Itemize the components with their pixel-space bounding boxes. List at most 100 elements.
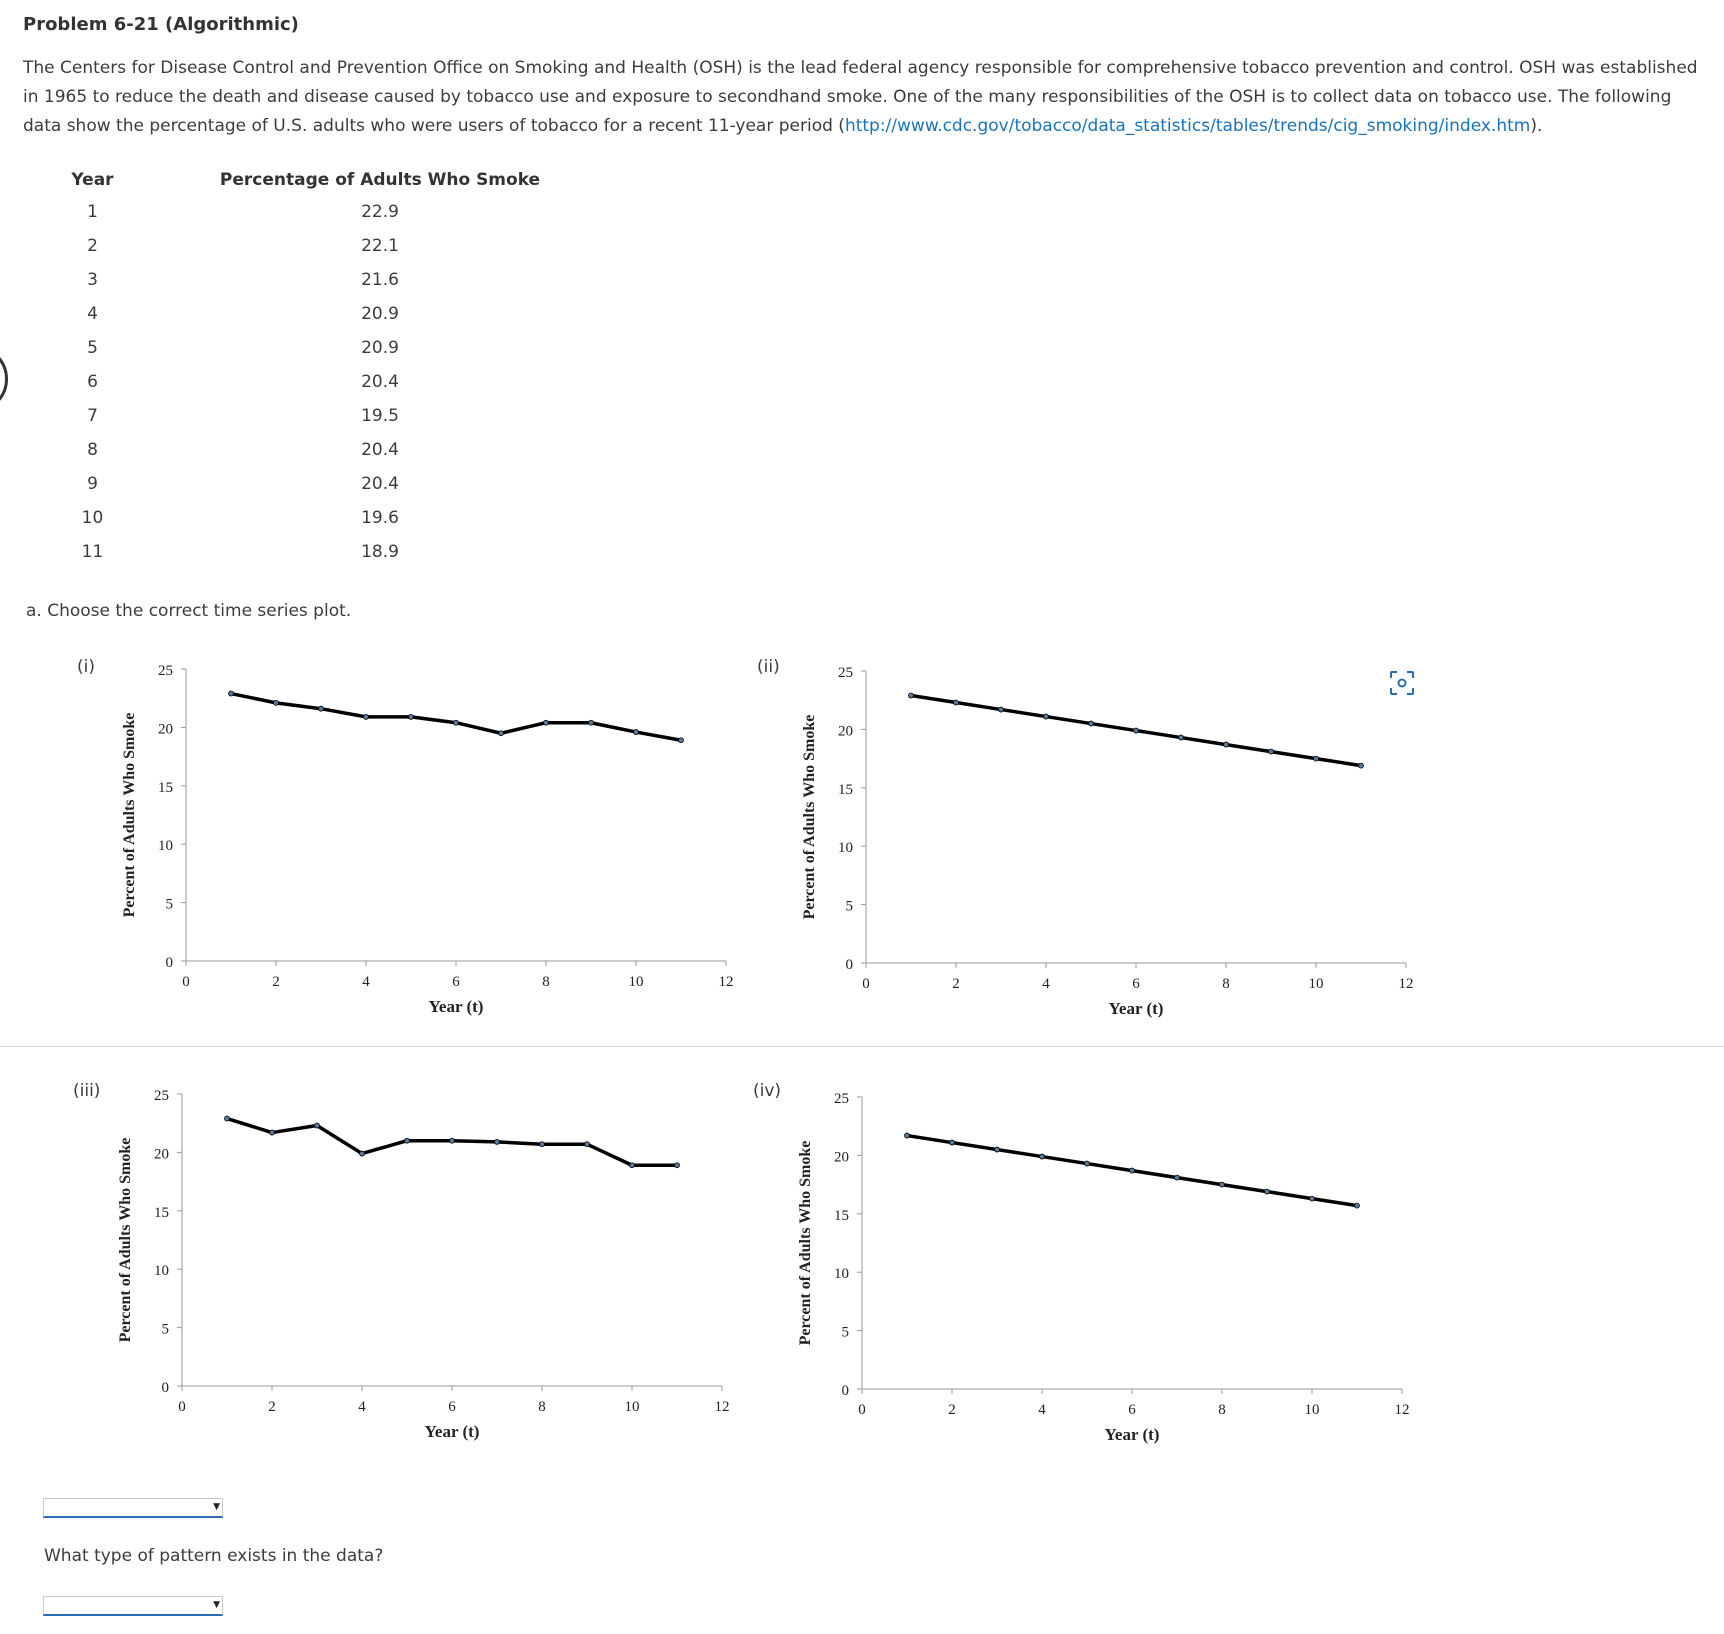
data-point [953, 699, 959, 706]
data-point [404, 1137, 410, 1144]
y-tick-label: 10 [834, 1266, 849, 1282]
table-row: 10 19.6 [55, 501, 560, 535]
plot-choice-select[interactable]: ▼ [43, 1498, 223, 1518]
x-tick-label: 8 [542, 974, 550, 990]
x-axis-label: Year (t) [429, 997, 484, 1016]
data-point [584, 1141, 590, 1148]
data-point [1268, 748, 1274, 755]
data-point [228, 690, 234, 697]
table-row: 4 20.9 [55, 297, 560, 331]
y-tick-label: 15 [838, 782, 853, 798]
focus-capture-icon[interactable] [1389, 670, 1415, 696]
table-row: 6 20.4 [55, 365, 560, 399]
y-tick-label: 20 [158, 721, 173, 737]
question-b: What type of pattern exists in the data? [44, 1546, 384, 1566]
data-point [224, 1115, 230, 1122]
intro-text: The Centers for Disease Control and Prev… [23, 58, 1698, 136]
y-tick-label: 0 [166, 955, 174, 971]
x-tick-label: 0 [858, 1402, 866, 1418]
y-tick-label: 15 [834, 1208, 849, 1224]
x-tick-label: 6 [452, 974, 460, 990]
x-tick-label: 2 [948, 1402, 956, 1418]
x-tick-label: 8 [1218, 1402, 1226, 1418]
x-tick-label: 8 [1222, 976, 1230, 992]
y-tick-label: 5 [846, 899, 854, 915]
x-tick-label: 0 [178, 1399, 186, 1415]
x-tick-label: 0 [182, 974, 190, 990]
data-point [318, 705, 324, 712]
data-point [363, 713, 369, 720]
percentage-cell: 20.9 [361, 338, 399, 358]
table-row: 11 18.9 [55, 535, 560, 569]
data-point [269, 1129, 275, 1136]
percentage-cell: 21.6 [361, 270, 399, 290]
data-point [1039, 1153, 1045, 1160]
data-point [678, 737, 684, 744]
time-series-plot-iii[interactable]: 0 5 10 15 20 25 0 2 4 6 8 10 12 Year (t) Percent of Ad… [116, 1080, 736, 1450]
percentage-cell: 20.4 [361, 440, 399, 460]
x-tick-label: 2 [268, 1399, 276, 1415]
x-tick-label: 6 [1128, 1402, 1136, 1418]
left-edge-circle [0, 345, 8, 413]
plot-label-ii: (ii) [757, 657, 780, 677]
y-tick-label: 10 [838, 840, 853, 856]
percentage-cell: 19.5 [361, 406, 399, 426]
x-tick-label: 8 [538, 1399, 546, 1415]
year-cell: 6 [87, 372, 98, 392]
data-point [273, 699, 279, 706]
y-tick-label: 20 [834, 1149, 849, 1165]
time-series-plot-iv[interactable]: 0 5 10 15 20 25 0 2 4 6 8 10 12 Year (t) Percent of Ad… [796, 1083, 1416, 1453]
caret-down-icon: ▼ [213, 1502, 220, 1512]
y-tick-label: 15 [154, 1205, 169, 1221]
data-point [449, 1137, 455, 1144]
table-header-percentage: Percentage of Adults Who Smoke [219, 170, 541, 190]
y-tick-label: 15 [158, 780, 173, 796]
caret-down-icon: ▼ [213, 1600, 220, 1610]
series-line [230, 691, 682, 742]
y-tick-label: 25 [154, 1088, 169, 1104]
table-row: 8 20.4 [55, 433, 560, 467]
x-tick-label: 10 [1309, 976, 1324, 992]
data-point [1264, 1188, 1270, 1195]
data-point [994, 1146, 1000, 1153]
x-tick-label: 10 [1305, 1402, 1320, 1418]
data-point [1313, 755, 1319, 762]
time-series-plot-i[interactable]: 0 5 10 15 20 25 0 2 4 6 8 10 12 Year (t) Percent of Ad… [120, 655, 740, 1025]
smoking-data-table: Year Percentage of Adults Who Smoke 1 22.… [55, 165, 560, 569]
percentage-cell: 19.6 [361, 508, 399, 528]
year-cell: 3 [87, 270, 98, 290]
data-point [1129, 1167, 1135, 1174]
x-tick-label: 12 [1399, 976, 1414, 992]
percentage-cell: 20.9 [361, 304, 399, 324]
time-series-plot-ii[interactable]: 0 5 10 15 20 25 0 2 4 6 8 10 12 Year (t) Percent of Ad… [800, 657, 1420, 1027]
data-point [1219, 1181, 1225, 1188]
data-point [1223, 741, 1229, 748]
data-point [408, 713, 414, 720]
x-axis-label: Year (t) [425, 1422, 480, 1441]
table-row: 1 22.9 [55, 195, 560, 229]
y-axis-label: Percent of Adults Who Smoke [801, 715, 818, 920]
data-point [908, 692, 914, 699]
year-cell: 5 [87, 338, 98, 358]
year-cell: 10 [81, 508, 104, 528]
x-tick-label: 4 [1042, 976, 1050, 992]
cdc-link[interactable]: http://www.cdc.gov/tobacco/data_statisti… [844, 116, 1531, 136]
year-cell: 8 [87, 440, 98, 460]
x-tick-label: 6 [1132, 976, 1140, 992]
data-point [1358, 762, 1364, 769]
y-tick-label: 20 [154, 1146, 169, 1162]
y-tick-label: 5 [162, 1322, 170, 1338]
y-axis-label: Percent of Adults Who Smoke [797, 1141, 814, 1346]
x-tick-label: 4 [358, 1399, 366, 1415]
data-point [494, 1138, 500, 1145]
table-row: 3 21.6 [55, 263, 560, 297]
y-tick-label: 5 [842, 1325, 850, 1341]
x-tick-label: 4 [1038, 1402, 1046, 1418]
y-tick-label: 10 [154, 1263, 169, 1279]
data-point [949, 1139, 955, 1146]
pattern-type-select[interactable]: ▼ [43, 1596, 223, 1616]
percentage-cell: 20.4 [361, 372, 399, 392]
data-point [1178, 734, 1184, 741]
plot-label-iv: (iv) [753, 1081, 782, 1101]
table-row: 9 20.4 [55, 467, 560, 501]
